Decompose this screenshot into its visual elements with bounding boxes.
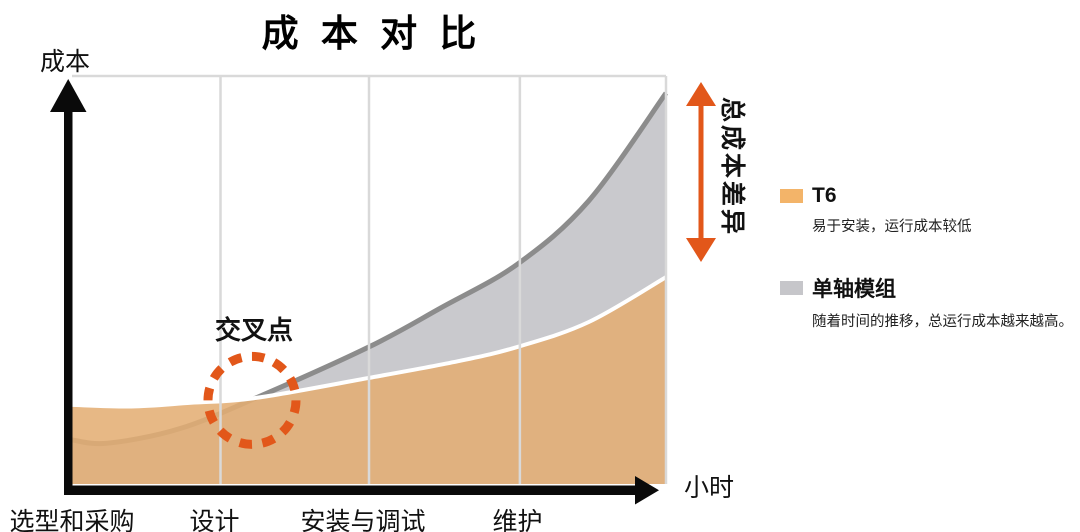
legend-item-module: 单轴模组 随着时间的推移，总运行成本越来越高。 [780,273,1080,331]
legend-swatch-module [780,281,803,295]
legend-name-t6: T6 [812,184,837,207]
total-cost-difference-arrow-icon [686,82,716,262]
legend-desc-module: 随着时间的推移，总运行成本越来越高。 [812,314,1073,330]
x-tick-3: 维护 [492,508,543,532]
x-tick-1: 设计 [189,508,240,532]
crossover-circle [203,351,301,449]
total-cost-difference-label: 总成本差异 [718,97,746,238]
y-axis-title: 成本 [40,48,91,76]
legend: T6 易于安装，运行成本较低 单轴模组 随着时间的推移，总运行成本越来越高。 [780,184,1080,331]
y-axis-line [64,104,73,495]
legend-swatch-t6 [780,189,803,203]
y-axis-arrow-icon [50,79,87,112]
x-axis-arrow-icon [635,476,659,505]
legend-desc-t6: 易于安装，运行成本较低 [812,219,972,235]
crossover-annotation-label: 交叉点 [214,315,293,345]
x-axis-line [64,485,637,495]
axes-layer [50,79,659,505]
x-axis-title: 小时 [684,474,735,502]
x-tick-2: 安装与调试 [300,508,426,532]
grid-layer [72,74,668,484]
legend-name-module: 单轴模组 [812,278,896,301]
legend-item-t6: T6 易于安装，运行成本较低 [780,184,1080,236]
x-tick-0: 选型和采购 [9,508,135,532]
chart-title: 成 本 对 比 [261,13,483,54]
